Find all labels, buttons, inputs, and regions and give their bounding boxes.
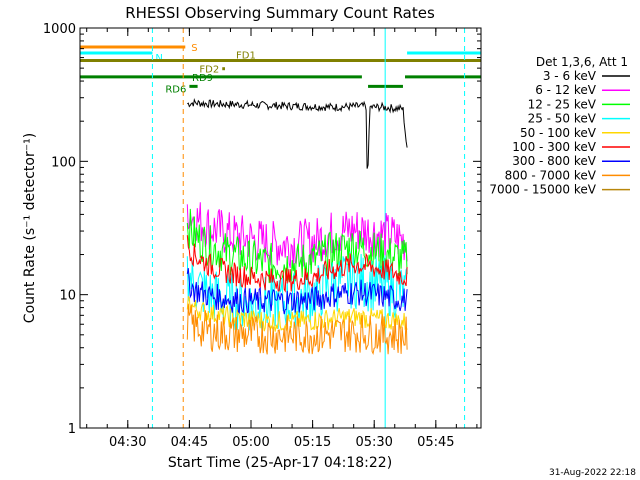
x-tick-label: 05:30 bbox=[355, 435, 392, 450]
legend-entry-label: 7000 - 15000 keV bbox=[489, 183, 596, 197]
y-tick-label: 100 bbox=[51, 155, 76, 170]
y-tick-label: 10 bbox=[59, 289, 76, 304]
series-line bbox=[186, 268, 408, 315]
series-group bbox=[186, 97, 408, 356]
flag-label: FD2 bbox=[199, 65, 219, 76]
series-line bbox=[186, 208, 408, 284]
legend-title: Det 1,3,6, Att 1 bbox=[536, 55, 628, 69]
chart-title: RHESSI Observing Summary Count Rates bbox=[125, 4, 435, 22]
axes: 1 10 100 1000 04:30 04:45 05:00 05:15 05:30 05:45 bbox=[43, 22, 481, 450]
flag-label: FD1 bbox=[236, 51, 256, 62]
flag-label: RD6 bbox=[165, 84, 186, 95]
legend-entry-label: 50 - 100 keV bbox=[520, 126, 597, 140]
flag-label: S bbox=[191, 43, 197, 54]
x-tick-label: 05:00 bbox=[232, 435, 269, 450]
legend-entry-label: 800 - 7000 keV bbox=[505, 168, 597, 182]
x-axis-label: Start Time (25-Apr-17 04:18:22) bbox=[168, 455, 392, 471]
legend-entry-label: 3 - 6 keV bbox=[543, 69, 597, 83]
x-tick-label: 05:15 bbox=[294, 435, 331, 450]
legend-entry-label: 100 - 300 keV bbox=[512, 140, 596, 154]
flag-label: N bbox=[155, 53, 162, 64]
y-tick-label: 1000 bbox=[43, 22, 76, 37]
series-line bbox=[187, 97, 408, 169]
series-line bbox=[186, 303, 408, 356]
legend-entry-label: 6 - 12 keV bbox=[535, 83, 597, 97]
plot-frame bbox=[79, 27, 482, 429]
flag-label: RD9 bbox=[192, 73, 213, 84]
legend-entry-label: 300 - 800 keV bbox=[512, 154, 596, 168]
legend-entry-label: 25 - 50 keV bbox=[528, 112, 597, 126]
y-axis-label: Count Rate (s⁻¹ detector⁻¹) bbox=[22, 133, 38, 323]
legend-entry-label: 12 - 25 keV bbox=[528, 97, 597, 111]
x-tick-label: 04:45 bbox=[171, 435, 208, 450]
x-tick-label: 04:30 bbox=[109, 435, 146, 450]
timestamp: 31-Aug-2022 22:18 bbox=[549, 468, 636, 478]
series-line bbox=[186, 235, 408, 293]
x-tick-label: 05:45 bbox=[417, 435, 454, 450]
y-tick-label: 1 bbox=[68, 422, 76, 437]
